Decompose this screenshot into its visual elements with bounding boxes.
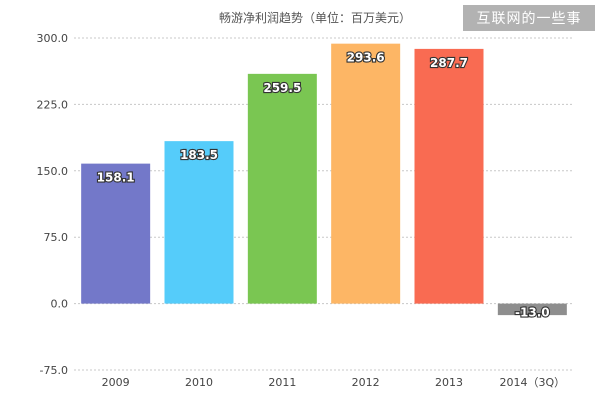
bar [414, 48, 484, 304]
x-tick-label: 2010 [185, 376, 213, 389]
x-tick-label: 2012 [352, 376, 380, 389]
y-tick-label: 0.0 [51, 298, 69, 311]
value-label: 287.7 [430, 56, 468, 70]
y-tick-label: 225.0 [37, 98, 69, 111]
value-labels: 158.1 183.5 259.5 293.6 287.7 -13.0 [96, 50, 551, 321]
x-tick-label: 2013 [435, 376, 463, 389]
bar [247, 73, 317, 304]
gridlines [74, 37, 574, 371]
y-tick-label: 300.0 [37, 32, 69, 45]
bars [81, 43, 567, 316]
x-tick-label: 2011 [268, 376, 296, 389]
value-label: 183.5 [180, 148, 218, 162]
x-tick-label: 2014（3Q） [500, 376, 566, 389]
value-label: 259.5 [263, 81, 301, 95]
value-label: 158.1 [97, 171, 135, 185]
x-axis-ticks: 2009 2010 2011 2012 2013 2014（3Q） [102, 376, 565, 389]
bar [497, 303, 567, 316]
y-tick-label: -75.0 [40, 364, 68, 377]
y-tick-label: 75.0 [44, 231, 69, 244]
y-tick-label: 150.0 [37, 165, 69, 178]
chart-title: 畅游净利润趋势（单位：百万美元） [219, 10, 411, 25]
value-label: -13.0 [515, 306, 550, 320]
bar [164, 141, 234, 304]
bar [331, 43, 401, 304]
y-axis-ticks: -75.0 0.0 75.0 150.0 225.0 300.0 [37, 32, 69, 377]
bar [81, 163, 151, 304]
watermark: 互联网的一些事 [463, 5, 595, 31]
x-tick-label: 2009 [102, 376, 130, 389]
value-label: 293.6 [347, 51, 385, 65]
